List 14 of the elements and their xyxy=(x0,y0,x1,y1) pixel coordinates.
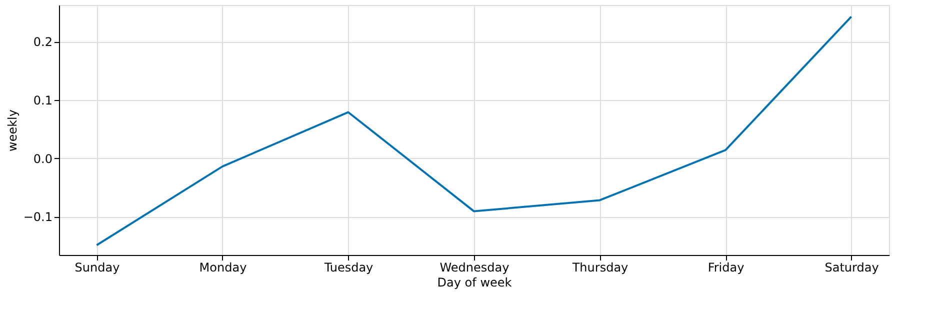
x-tick-label: Friday xyxy=(708,260,744,274)
line-series xyxy=(96,16,852,246)
x-tick-label: Monday xyxy=(199,260,247,274)
y-tick-label: −0.1 xyxy=(23,210,52,224)
x-tick-label: Sunday xyxy=(74,260,120,274)
x-tick-label: Tuesday xyxy=(323,260,374,274)
x-tick-label: Saturday xyxy=(824,260,879,274)
x-tick-label: Wednesday xyxy=(440,260,510,274)
x-tick-label: Thursday xyxy=(571,260,628,274)
y-tick-label: 0.2 xyxy=(33,35,52,50)
y-tick-label: 0.0 xyxy=(33,152,52,166)
y-tick-label: 0.1 xyxy=(33,93,52,108)
x-axis-title: Day of week xyxy=(437,276,512,290)
y-axis-title: weekly xyxy=(5,110,20,152)
